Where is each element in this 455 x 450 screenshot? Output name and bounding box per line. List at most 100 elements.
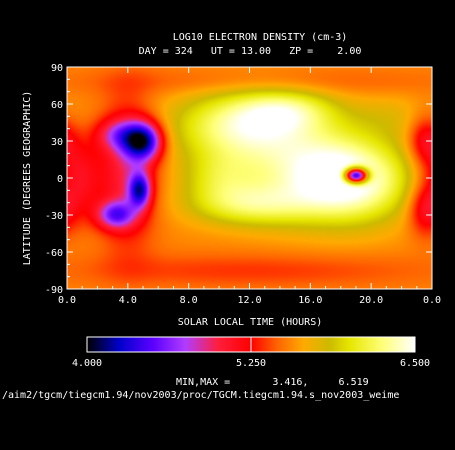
colorbar-swatch	[104, 337, 106, 352]
y-tick-label: 0	[57, 174, 63, 185]
colorbar-swatch	[349, 337, 351, 352]
colorbar-swatch	[341, 337, 343, 352]
colorbar-swatch	[371, 337, 373, 352]
colorbar-swatch	[133, 337, 135, 352]
colorbar-swatch	[177, 337, 179, 352]
colorbar-swatch	[258, 337, 260, 352]
colorbar-swatch	[412, 337, 414, 352]
colorbar-swatch	[227, 337, 229, 352]
colorbar-swatch	[360, 337, 362, 352]
colorbar-swatch	[357, 337, 359, 352]
colorbar-swatch	[339, 337, 341, 352]
colorbar-swatch	[213, 337, 215, 352]
colorbar-swatch	[220, 337, 222, 352]
colorbar-swatch	[333, 337, 335, 352]
colorbar-swatch	[139, 337, 141, 352]
colorbar-swatch	[281, 337, 283, 352]
colorbar-swatch	[261, 337, 263, 352]
colorbar-swatch	[312, 337, 314, 352]
colorbar-swatch	[289, 337, 291, 352]
x-tick-label: 20.0	[359, 295, 383, 306]
colorbar-swatch	[408, 337, 410, 352]
colorbar-swatch	[107, 337, 109, 352]
colorbar-swatch	[315, 337, 317, 352]
colorbar-swatch	[382, 337, 384, 352]
colorbar-swatch	[170, 337, 172, 352]
colorbar-swatch	[90, 337, 92, 352]
colorbar-swatch	[165, 337, 167, 352]
colorbar-swatch	[215, 337, 217, 352]
colorbar-swatch	[288, 337, 290, 352]
colorbar-swatch	[137, 337, 139, 352]
colorbar-swatch	[367, 337, 369, 352]
colorbar-swatch	[322, 337, 324, 352]
colorbar-swatch	[292, 337, 294, 352]
colorbar-swatch	[403, 337, 405, 352]
x-axis: 0.0 4.0 8.0 12.0 16.0 20.0 0.0	[58, 67, 441, 306]
colorbar-swatch	[321, 337, 323, 352]
colorbar-swatch	[353, 337, 355, 352]
colorbar-swatch	[96, 337, 98, 352]
colorbar-swatch	[342, 337, 344, 352]
colorbar-swatch	[293, 337, 295, 352]
colorbar-swatch	[284, 337, 286, 352]
colorbar-swatch	[164, 337, 166, 352]
colorbar-swatch	[254, 337, 256, 352]
colorbar-swatch	[245, 337, 247, 352]
colorbar-swatch	[162, 337, 164, 352]
colorbar-swatch	[405, 337, 407, 352]
colorbar-swatch	[171, 337, 173, 352]
colorbar-swatch	[228, 337, 230, 352]
colorbar-swatch	[384, 337, 386, 352]
colorbar-swatch	[379, 337, 381, 352]
colorbar-swatch	[176, 337, 178, 352]
colorbar-swatch	[118, 337, 120, 352]
colorbar-swatch	[345, 337, 347, 352]
colorbar-swatch	[231, 337, 233, 352]
colorbar-swatch	[240, 337, 242, 352]
colorbar-swatch	[352, 337, 354, 352]
colorbar-swatch	[123, 337, 125, 352]
colorbar-swatch	[375, 337, 377, 352]
colorbar-swatch	[372, 337, 374, 352]
colorbar-swatch	[196, 337, 198, 352]
colorbar-swatch	[218, 337, 220, 352]
colorbar-swatch	[148, 337, 150, 352]
x-tick-label: 0.0	[58, 295, 76, 306]
colorbar-swatch	[364, 337, 366, 352]
colorbar-swatch	[358, 337, 360, 352]
colorbar-swatch	[396, 337, 398, 352]
colorbar-swatch	[136, 337, 138, 352]
colorbar-swatch	[131, 337, 133, 352]
colorbar-swatch	[346, 337, 348, 352]
colorbar-swatch	[398, 337, 400, 352]
colorbar-mid-label: 5.250	[236, 358, 266, 369]
colorbar-swatch	[285, 337, 287, 352]
colorbar-swatch	[325, 337, 327, 352]
colorbar-swatch	[142, 337, 144, 352]
colorbar-swatch	[340, 337, 342, 352]
colorbar	[87, 337, 416, 352]
colorbar-swatch	[117, 337, 119, 352]
colorbar-swatch	[407, 337, 409, 352]
colorbar-swatch	[108, 337, 110, 352]
colorbar-swatch	[111, 337, 113, 352]
colorbar-swatch	[383, 337, 385, 352]
colorbar-swatch	[301, 337, 303, 352]
colorbar-swatch	[392, 337, 394, 352]
colorbar-swatch	[87, 337, 89, 352]
x-tick-label: 0.0	[423, 295, 441, 306]
colorbar-swatch	[278, 337, 280, 352]
colorbar-swatch	[320, 337, 322, 352]
colorbar-swatch	[114, 337, 116, 352]
colorbar-swatch	[116, 337, 118, 352]
colorbar-swatch	[181, 337, 183, 352]
colorbar-swatch	[399, 337, 401, 352]
colorbar-swatch	[409, 337, 411, 352]
colorbar-swatch	[290, 337, 292, 352]
colorbar-swatch	[219, 337, 221, 352]
colorbar-swatch	[318, 337, 320, 352]
colorbar-swatch	[216, 337, 218, 352]
chart-subtitle: DAY = 324 UT = 13.00 ZP = 2.00	[139, 46, 362, 57]
colorbar-swatch	[267, 337, 269, 352]
